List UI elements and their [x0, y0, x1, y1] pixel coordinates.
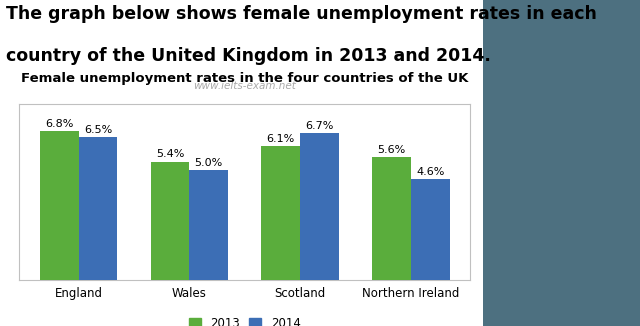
Text: The graph below shows female unemployment rates in each: The graph below shows female unemploymen…: [6, 5, 597, 23]
Text: 6.7%: 6.7%: [305, 121, 334, 131]
Text: 5.4%: 5.4%: [156, 149, 184, 159]
Bar: [372, 157, 411, 280]
Title: Female unemployment rates in the four countries of the UK: Female unemployment rates in the four co…: [21, 72, 468, 85]
Bar: [261, 146, 300, 280]
Text: 6.5%: 6.5%: [84, 125, 112, 135]
Text: 5.0%: 5.0%: [195, 158, 223, 168]
Bar: [189, 170, 228, 280]
Legend: 2013, 2014: 2013, 2014: [184, 312, 305, 326]
Text: www.ielts-exam.net: www.ielts-exam.net: [193, 81, 296, 91]
Bar: [411, 179, 450, 280]
Text: 5.6%: 5.6%: [378, 145, 406, 155]
Text: 6.1%: 6.1%: [267, 134, 295, 144]
Text: country of the United Kingdom in 2013 and 2014.: country of the United Kingdom in 2013 an…: [6, 47, 492, 65]
Bar: [300, 133, 339, 280]
Text: 4.6%: 4.6%: [416, 167, 445, 177]
Text: 6.8%: 6.8%: [45, 119, 74, 128]
Bar: [150, 161, 189, 280]
Bar: [40, 131, 79, 280]
Bar: [79, 137, 117, 280]
